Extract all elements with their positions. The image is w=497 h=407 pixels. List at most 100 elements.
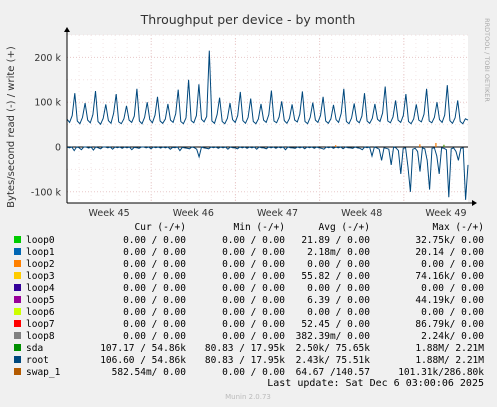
legend-value-cur: 0.00 / 0.00 [123, 283, 186, 294]
x-tick-label: Week 49 [425, 208, 466, 219]
legend-swatch [14, 260, 21, 267]
legend-value-min: 0.00 / 0.00 [222, 247, 285, 258]
legend-series-name: swap_1 [26, 367, 61, 378]
legend-value-max: 0.00 / 0.00 [421, 259, 484, 270]
legend-value-min: 0.00 / 0.00 [222, 259, 285, 270]
legend-series-name: loop8 [26, 331, 55, 342]
legend-swatch [14, 320, 21, 327]
legend-value-max: 74.16k/ 0.00 [415, 271, 484, 282]
legend-swatch [14, 248, 21, 255]
legend-value-min: 0.00 / 0.00 [222, 283, 285, 294]
legend-value-avg: 2.50k/ 75.65k [296, 343, 371, 354]
x-tick-label: Week 48 [341, 208, 382, 219]
rrdtool-side-label: RRDTOOL / TOBI OETIKER [483, 18, 491, 102]
legend-value-min: 0.00 / 0.00 [222, 235, 285, 246]
legend-value-min: 0.00 / 0.00 [222, 271, 285, 282]
munin-version: Munin 2.0.73 [225, 393, 271, 401]
y-tick-label: 200 k [34, 53, 61, 64]
legend-value-cur: 0.00 / 0.00 [123, 247, 186, 258]
legend-column-header: Max (-/+) [433, 222, 484, 233]
legend-value-min: 0.00 / 0.00 [222, 319, 285, 330]
legend-value-cur: 106.60 / 54.86k [100, 355, 186, 366]
legend-value-max: 101.31k/286.80k [398, 367, 484, 378]
legend-value-avg: 382.39m/ 0.00 [296, 331, 371, 342]
legend-column-header: Cur (-/+) [135, 222, 186, 233]
legend-swatch [14, 344, 21, 351]
y-axis-arrow [64, 27, 70, 32]
series-line-root-write [66, 50, 469, 126]
legend-series-name: sda [26, 343, 43, 354]
legend-column-header: Min (-/+) [234, 222, 285, 233]
legend-value-min: 0.00 / 0.00 [222, 307, 285, 318]
legend-swatch [14, 368, 21, 375]
legend-swatch [14, 236, 21, 243]
legend-value-max: 86.79k/ 0.00 [415, 319, 484, 330]
legend-series-name: root [26, 355, 49, 366]
legend-value-cur: 0.00 / 0.00 [123, 319, 186, 330]
legend-value-min: 0.00 / 0.00 [222, 367, 285, 378]
legend-swatch [14, 284, 21, 291]
legend-value-min: 80.83 / 17.95k [205, 355, 285, 366]
legend-value-cur: 0.00 / 0.00 [123, 235, 186, 246]
legend-value-avg: 0.00 / 0.00 [307, 307, 370, 318]
legend-value-max: 0.00 / 0.00 [421, 307, 484, 318]
legend-value-cur: 0.00 / 0.00 [123, 259, 186, 270]
series-line-root-read [66, 146, 469, 200]
legend-value-min: 0.00 / 0.00 [222, 295, 285, 306]
legend-swatch [14, 296, 21, 303]
x-axis-arrow [472, 200, 477, 206]
legend-value-min: 80.83 / 17.95k [205, 343, 285, 354]
y-tick-label: 100 k [34, 98, 61, 109]
legend-value-avg: 52.45 / 0.00 [301, 319, 370, 330]
legend-value-cur: 0.00 / 0.00 [123, 271, 186, 282]
x-tick-label: Week 45 [89, 208, 130, 219]
legend-value-cur: 0.00 / 0.00 [123, 331, 186, 342]
data-series [64, 27, 477, 206]
x-axis-ticks: Week 45 Week 46 Week 47 Week 48 Week 49 [89, 208, 467, 219]
legend-value-avg: 6.39 / 0.00 [307, 295, 370, 306]
legend-swatch [14, 356, 21, 363]
last-update: Last update: Sat Dec 6 03:00:06 2025 [267, 378, 484, 389]
legend-series-name: loop6 [26, 307, 55, 318]
legend-series-name: loop3 [26, 271, 55, 282]
legend-value-max: 1.88M/ 2.21M [415, 343, 484, 354]
y-tick-label: -100 k [31, 187, 62, 198]
legend-series-name: loop4 [26, 283, 55, 294]
legend-value-cur: 0.00 / 0.00 [123, 307, 186, 318]
legend-value-avg: 0.00 / 0.00 [307, 283, 370, 294]
legend-value-max: 1.88M/ 2.21M [415, 355, 484, 366]
legend-swatch [14, 332, 21, 339]
legend-series-name: loop0 [26, 235, 55, 246]
legend-value-avg: 55.82 / 0.00 [301, 271, 370, 282]
legend-swatch [14, 272, 21, 279]
x-tick-label: Week 46 [173, 208, 214, 219]
legend-series-name: loop5 [26, 295, 55, 306]
y-axis-label: Bytes/second read (-) / write (+) [6, 46, 17, 208]
legend-value-max: 44.19k/ 0.00 [415, 295, 484, 306]
x-tick-label: Week 47 [257, 208, 298, 219]
legend-value-avg: 21.89 / 0.00 [301, 235, 370, 246]
y-axis-ticks: 200 k 100 k 0 -100 k [31, 53, 62, 198]
legend-value-max: 2.24k/ 0.00 [421, 331, 484, 342]
legend-series-name: loop1 [26, 247, 55, 258]
chart-title: Throughput per device - by month [140, 12, 356, 27]
legend-value-max: 0.00 / 0.00 [421, 283, 484, 294]
legend-value-cur: 0.00 / 0.00 [123, 295, 186, 306]
legend-value-avg: 2.18m/ 0.00 [307, 247, 370, 258]
y-tick-label: 0 [55, 143, 61, 154]
legend-series-name: loop7 [26, 319, 55, 330]
legend-value-cur: 107.17 / 54.86k [100, 343, 186, 354]
legend-value-avg: 64.67 /140.57 [296, 367, 370, 378]
legend: loop0 0.00 / 0.00 0.00 / 0.00 21.89 / 0.00 3… [14, 235, 484, 378]
legend-column-header: Avg (-/+) [319, 222, 370, 233]
legend-value-min: 0.00 / 0.00 [222, 331, 285, 342]
legend-value-cur: 582.54m/ 0.00 [112, 367, 187, 378]
legend-header: Cur (-/+) Min (-/+) Avg (-/+) Max (-/+) [135, 222, 484, 233]
legend-series-name: loop2 [26, 259, 55, 270]
legend-value-avg: 0.00 / 0.00 [307, 259, 370, 270]
legend-value-max: 20.14 / 0.00 [415, 247, 484, 258]
legend-value-max: 32.75k/ 0.00 [415, 235, 484, 246]
legend-swatch [14, 308, 21, 315]
legend-value-avg: 2.43k/ 75.51k [296, 355, 371, 366]
